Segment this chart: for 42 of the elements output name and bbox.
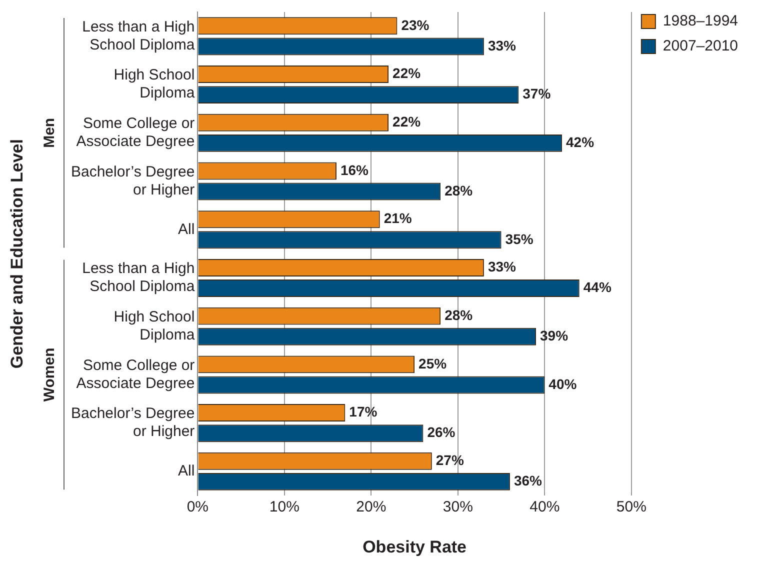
data-label: 17%: [349, 404, 378, 420]
data-label: 44%: [583, 279, 612, 296]
data-label: 35%: [505, 230, 534, 247]
y-tick-label: Less than a High School Diploma: [82, 260, 196, 296]
y-axis-title: Gender and Education Level: [8, 139, 27, 369]
y-tick-label: Bachelor’s Degree or Higher: [70, 405, 195, 440]
x-tick-label: 50%: [616, 498, 646, 516]
data-label: 28%: [444, 306, 474, 323]
data-label: 25%: [418, 355, 448, 372]
y-tick-label: Less than a High School Diploma: [82, 18, 196, 54]
y-tick-label: High School Diploma: [114, 308, 196, 344]
x-tick-label: 30%: [442, 498, 473, 516]
data-label: 27%: [436, 452, 464, 468]
data-label: 42%: [566, 134, 595, 150]
y-tick-label: Some College or Associate Degree: [76, 356, 195, 392]
data-label: 36%: [514, 472, 543, 489]
text: Women: [41, 348, 58, 402]
legend-label: 2007–2010: [662, 38, 738, 55]
legend-label: 1988–1994: [662, 12, 738, 30]
y-tick-label: High School Diploma: [114, 66, 196, 102]
data-label: 28%: [444, 182, 474, 198]
y-tick-label: All: [178, 220, 195, 238]
data-label: 16%: [340, 162, 370, 178]
data-label: 40%: [548, 376, 578, 392]
data-label: 22%: [392, 65, 422, 82]
y-tick-label: Some College or Associate Degree: [76, 115, 195, 150]
x-tick-label: 0%: [186, 498, 209, 516]
data-label: 26%: [427, 424, 456, 440]
data-label: 22%: [392, 113, 422, 130]
data-label: 23%: [401, 16, 430, 33]
data-label: 33%: [488, 258, 517, 275]
x-tick-label: 10%: [269, 498, 300, 516]
data-label: 37%: [522, 86, 552, 102]
data-label: 33%: [488, 37, 517, 54]
data-label: 21%: [384, 210, 412, 226]
y-tick-label: Bachelor’s Degree or Higher: [70, 163, 195, 198]
x-tick-label: 40%: [530, 498, 560, 516]
text: Men: [41, 118, 58, 148]
y-tick-label: All: [178, 462, 195, 480]
x-axis-title: Obesity Rate: [362, 537, 467, 556]
x-tick-label: 20%: [356, 498, 386, 516]
data-label: 39%: [540, 327, 569, 344]
